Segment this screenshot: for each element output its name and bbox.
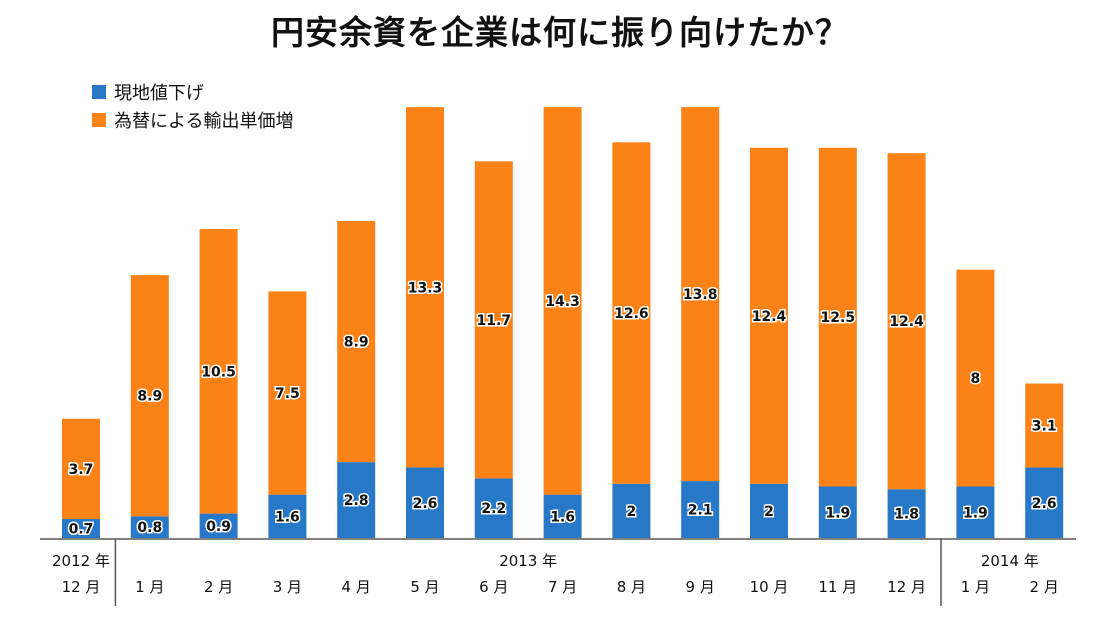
bar-fx-export-price-increase — [1025, 383, 1064, 468]
data-label: 12.5 — [821, 310, 856, 326]
bar-local-price-cut — [956, 486, 995, 538]
bar-local-price-cut — [887, 489, 926, 538]
data-label: 2.6 — [1032, 496, 1057, 512]
data-label: 2 — [627, 504, 637, 520]
bar-fx-export-price-increase — [818, 147, 857, 487]
legend-label-fx-export-price-increase: 為替による輸出単価増 — [114, 111, 294, 132]
year-label: 2012 年 — [52, 552, 110, 570]
bar-local-price-cut — [199, 513, 238, 538]
x-tick-label: 2 月 — [1030, 578, 1059, 596]
bar-fx-export-price-increase — [750, 147, 788, 484]
data-label: 1.9 — [963, 505, 988, 521]
data-label: 11.7 — [477, 313, 512, 329]
bar-fx-export-price-increase — [268, 291, 307, 495]
year-label: 2014 年 — [981, 552, 1039, 570]
data-label: 0.8 — [137, 520, 162, 536]
legend: 現地値下げ 為替による輸出単価増 — [92, 78, 293, 134]
data-label: 13.3 — [408, 280, 443, 296]
x-tick-label: 12 月 — [62, 578, 101, 596]
x-tick-label: 7 月 — [548, 578, 577, 596]
data-label: 12.4 — [752, 309, 787, 325]
legend-label-local-price-cut: 現地値下げ — [114, 83, 204, 104]
bar-local-price-cut — [474, 478, 513, 538]
bar-local-price-cut — [62, 519, 100, 538]
bar-local-price-cut — [543, 494, 582, 538]
x-tick-label: 1 月 — [961, 578, 990, 596]
bar-fx-export-price-increase — [130, 275, 169, 517]
bar-fx-export-price-increase — [474, 161, 513, 479]
bar-local-price-cut — [130, 516, 169, 538]
x-tick-label: 12 月 — [887, 578, 926, 596]
bar-fx-export-price-increase — [543, 107, 582, 495]
x-tick-label: 4 月 — [342, 578, 371, 596]
data-label: 7.5 — [275, 386, 300, 402]
bar-local-price-cut — [337, 462, 376, 538]
bar-local-price-cut — [268, 494, 307, 538]
bar-fx-export-price-increase — [956, 269, 995, 487]
bar-local-price-cut — [406, 467, 444, 538]
x-tick-label: 2 月 — [204, 578, 233, 596]
bar-local-price-cut — [612, 483, 651, 538]
chart-title: 円安余資を企業は何に振り向けたか？ — [271, 13, 849, 52]
bar-fx-export-price-increase — [681, 107, 720, 482]
x-tick-label: 8 月 — [617, 578, 646, 596]
legend-item-fx-export-price-increase: 為替による輸出単価増 — [92, 106, 293, 134]
x-tick-label: 10 月 — [750, 578, 789, 596]
data-label: 12.6 — [614, 306, 649, 322]
legend-swatch-local-price-cut — [92, 85, 106, 99]
x-tick-label: 9 月 — [686, 578, 715, 596]
data-label: 10.5 — [201, 364, 236, 380]
data-label: 14.3 — [545, 294, 580, 310]
data-label: 1.9 — [825, 505, 850, 521]
data-label: 2.2 — [481, 501, 506, 517]
data-label: 1.6 — [275, 509, 300, 525]
data-label: 1.8 — [894, 507, 919, 523]
data-label: 13.8 — [683, 287, 718, 303]
data-label: 2.6 — [413, 496, 438, 512]
bar-fx-export-price-increase — [612, 142, 651, 484]
legend-item-local-price-cut: 現地値下げ — [92, 78, 293, 106]
x-tick-label: 5 月 — [410, 578, 439, 596]
bar-local-price-cut — [1025, 467, 1064, 538]
bar-fx-export-price-increase — [406, 107, 444, 468]
bar-fx-export-price-increase — [887, 153, 926, 490]
data-label: 2 — [764, 504, 774, 520]
data-label: 2.8 — [344, 493, 369, 509]
data-label: 1.6 — [550, 509, 575, 525]
data-label: 0.7 — [69, 522, 94, 538]
data-label: 8.9 — [137, 389, 162, 405]
bar-fx-export-price-increase — [199, 229, 238, 514]
data-label: 12.4 — [889, 314, 924, 330]
x-tick-label: 3 月 — [273, 578, 302, 596]
bar-fx-export-price-increase — [62, 418, 100, 520]
bar-local-price-cut — [681, 481, 720, 538]
bar-local-price-cut — [750, 483, 788, 538]
data-label: 3.1 — [1032, 419, 1057, 435]
x-tick-label: 6 月 — [479, 578, 508, 596]
legend-swatch-fx-export-price-increase — [92, 113, 106, 127]
x-tick-label: 1 月 — [135, 578, 164, 596]
x-tick-label: 11 月 — [818, 578, 857, 596]
data-label: 0.9 — [206, 519, 231, 535]
data-label: 8 — [971, 371, 981, 387]
data-label: 3.7 — [69, 462, 94, 478]
data-label: 2.1 — [688, 503, 713, 519]
year-label: 2013 年 — [499, 552, 557, 570]
data-label: 8.9 — [344, 335, 369, 351]
bar-local-price-cut — [818, 486, 857, 538]
bar-fx-export-price-increase — [337, 220, 376, 463]
